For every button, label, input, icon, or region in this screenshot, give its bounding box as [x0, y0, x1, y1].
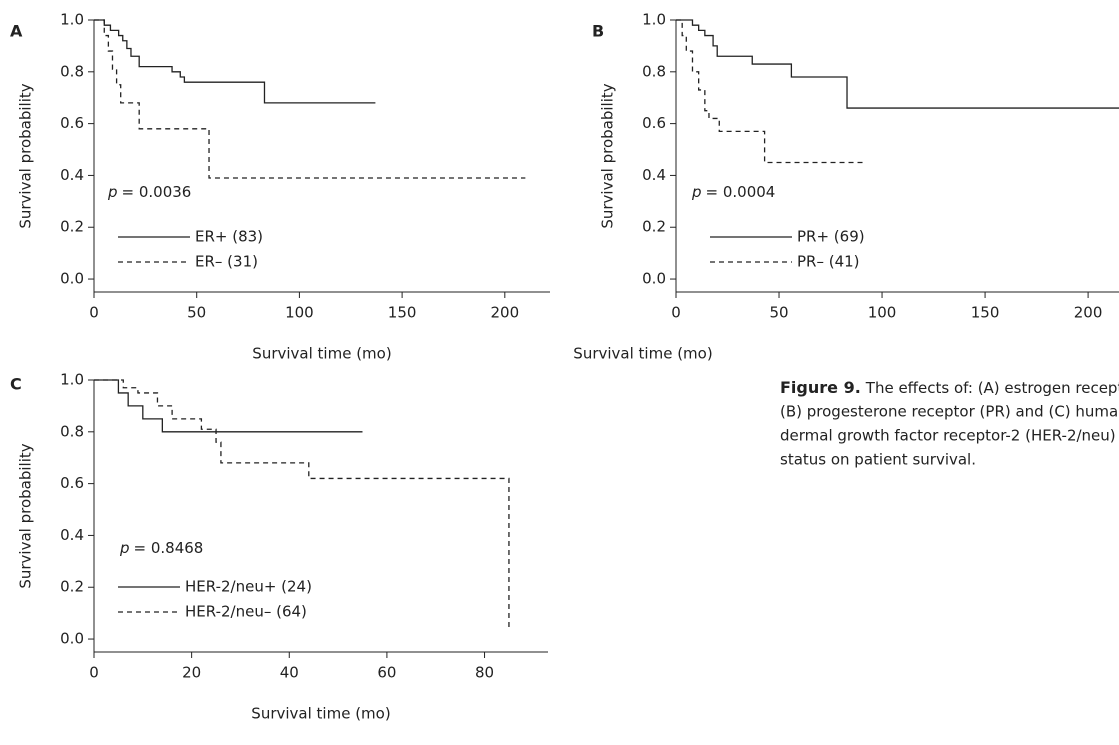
p-value: p = 0.0004: [691, 183, 775, 201]
p-value: p = 0.8468: [119, 539, 203, 557]
x-tick-label: 100: [868, 304, 897, 322]
caption-line: dermal growth factor receptor-2 (HER-2/n…: [780, 427, 1119, 445]
survival-curve: [94, 19, 526, 179]
p-symbol: p: [691, 183, 702, 201]
y-axis-label: Survival probability: [599, 83, 617, 228]
y-tick-label: 0.4: [60, 526, 84, 544]
x-tick-label: 150: [388, 304, 417, 322]
x-tick-label: 40: [280, 664, 299, 682]
y-tick-label: 1.0: [642, 11, 666, 29]
y-tick-label: 0.8: [60, 422, 84, 440]
survival-curve: [676, 19, 866, 164]
y-tick-label: 1.0: [60, 11, 84, 29]
y-tick-label: 0.0: [642, 270, 666, 288]
x-axis-label: Survival time (mo): [252, 345, 391, 363]
x-tick-label: 80: [475, 664, 494, 682]
x-tick-label: 0: [671, 304, 681, 322]
y-axis-label: Survival probability: [17, 83, 35, 228]
y-tick-label: 0.0: [60, 270, 84, 288]
legend-label: ER– (31): [195, 253, 258, 271]
y-tick-label: 0.6: [642, 114, 666, 132]
y-axis-label: Survival probability: [17, 443, 35, 588]
x-tick-label: 0: [89, 304, 99, 322]
legend-label: PR– (41): [797, 253, 860, 271]
x-tick-label: 200: [490, 304, 519, 322]
y-tick-label: 0.4: [642, 166, 666, 184]
survival-curve: [94, 379, 363, 433]
panel-label: A: [10, 22, 23, 41]
x-tick-label: 0: [89, 664, 99, 682]
panel-label: B: [592, 22, 604, 41]
x-tick-label: 60: [377, 664, 396, 682]
x-axis-label: Survival time (mo): [573, 345, 712, 363]
legend-label: HER-2/neu– (64): [185, 603, 307, 621]
caption-line: Figure 9. The effects of: (A) estrogen re…: [780, 378, 1119, 397]
y-tick-label: 0.6: [60, 114, 84, 132]
p-symbol: p: [119, 539, 130, 557]
x-tick-label: 150: [971, 304, 1000, 322]
legend-label: HER-2/neu+ (24): [185, 578, 312, 596]
legend-label: PR+ (69): [797, 228, 865, 246]
x-tick-label: 50: [769, 304, 788, 322]
y-tick-label: 0.4: [60, 166, 84, 184]
y-tick-label: 0.2: [60, 218, 84, 236]
survival-curve: [676, 19, 1119, 109]
x-tick-label: 20: [182, 664, 201, 682]
x-tick-label: 200: [1074, 304, 1103, 322]
p-symbol: p: [107, 183, 118, 201]
x-tick-label: 100: [285, 304, 314, 322]
caption-text: The effects of: (A) estrogen receptor α …: [865, 379, 1119, 397]
y-tick-label: 0.8: [60, 62, 84, 80]
panel-label: C: [10, 375, 22, 394]
caption-label: Figure 9.: [780, 378, 861, 397]
y-tick-label: 0.2: [642, 218, 666, 236]
x-axis-label: Survival time (mo): [251, 705, 390, 723]
y-tick-label: 0.8: [642, 62, 666, 80]
y-tick-label: 1.0: [60, 371, 84, 389]
y-tick-label: 0.2: [60, 578, 84, 596]
p-text: = 0.0004: [706, 183, 776, 201]
y-tick-label: 0.6: [60, 474, 84, 492]
y-tick-label: 0.0: [60, 630, 84, 648]
p-text: = 0.8468: [134, 539, 204, 557]
caption-line: (B) progesterone receptor (PR) and (C) h…: [780, 403, 1119, 421]
caption-line: status on patient survival.: [780, 451, 976, 469]
p-value: p = 0.0036: [107, 183, 191, 201]
x-tick-label: 50: [187, 304, 206, 322]
survival-curve: [94, 379, 510, 629]
survival-curve: [94, 19, 376, 104]
p-text: = 0.0036: [122, 183, 192, 201]
legend-label: ER+ (83): [195, 228, 263, 246]
